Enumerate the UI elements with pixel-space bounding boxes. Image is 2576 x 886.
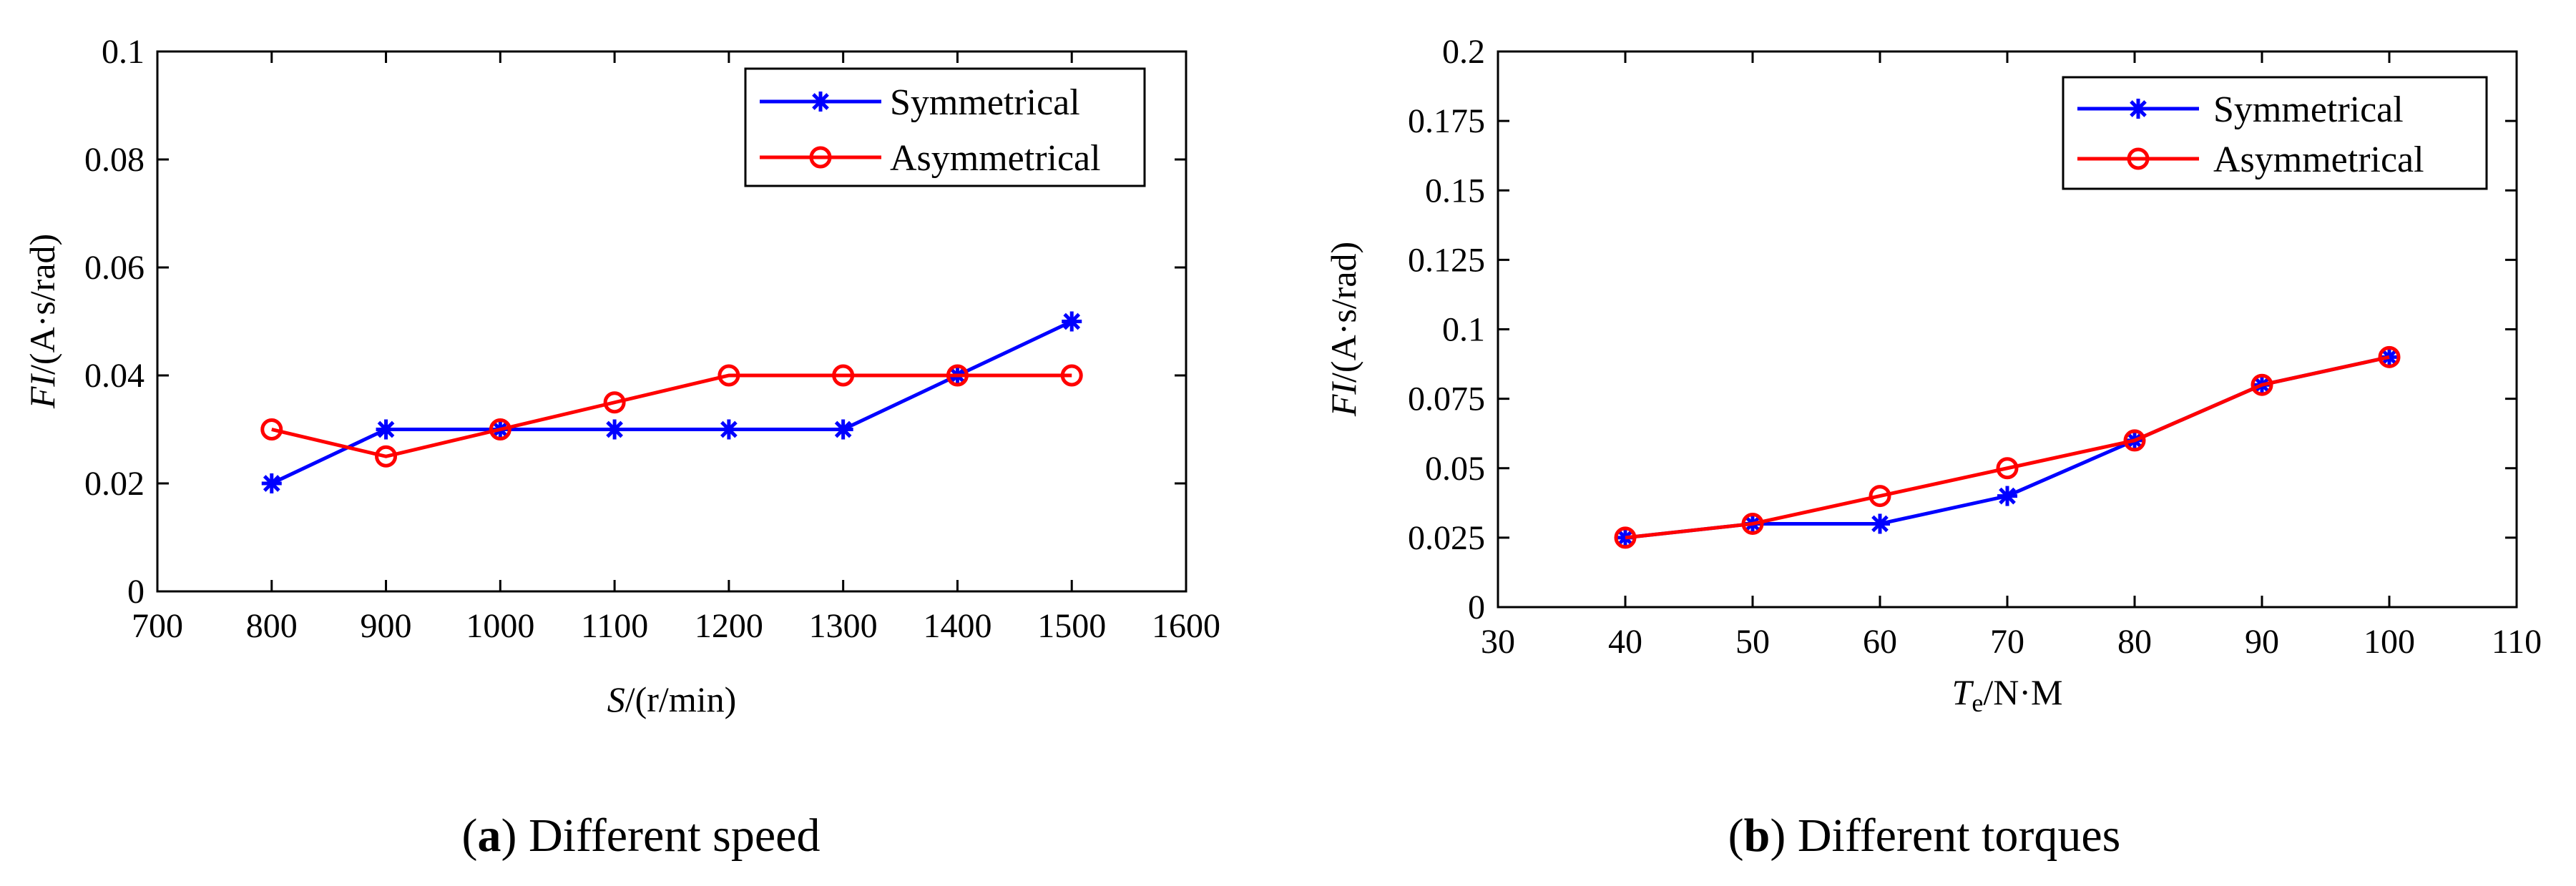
panel-b-data-point-asymmetrical bbox=[2378, 345, 2401, 368]
panel-b-legend-asymmetrical: Asymmetrical bbox=[2077, 139, 2424, 180]
panel-b-legend-marker-symmetrical bbox=[2128, 99, 2148, 119]
panel-a-legend-label-asymmetrical: Asymmetrical bbox=[890, 138, 1101, 179]
panel-b-legend-box bbox=[2062, 76, 2488, 190]
panel-a-legend: Symmetrical Asymmetrical bbox=[744, 67, 1146, 187]
panel-a-data-point-asymmetrical bbox=[832, 364, 855, 387]
panel-b-x-tick-label: 90 bbox=[2245, 623, 2279, 661]
panel-a-legend-marker-symmetrical bbox=[810, 92, 831, 112]
panel-a-series-line-symmetrical bbox=[270, 320, 1073, 486]
panel-a-data-point-symmetrical bbox=[1062, 311, 1082, 332]
panel-b-y-tick-label: 0.05 bbox=[1425, 450, 1485, 488]
panel-a-data-point-asymmetrical bbox=[260, 418, 283, 440]
panel-a-legend-asymmetrical: Asymmetrical bbox=[760, 138, 1101, 179]
panel-a-legend-box bbox=[744, 67, 1146, 187]
panel-b-y-tick-label: 0.2 bbox=[1442, 33, 1485, 71]
panel-a-x-tick-label: 1500 bbox=[1037, 607, 1106, 645]
panel-a-legend-marker-shape bbox=[809, 146, 832, 169]
panel-a-data-point-asymmetrical bbox=[946, 364, 969, 387]
panel-a-x-tick-label: 800 bbox=[246, 607, 298, 645]
panel-a-data-point-asymmetrical bbox=[603, 391, 626, 414]
panel-b-legend-marker-shape bbox=[2127, 147, 2150, 170]
panel-b-data-point-asymmetrical bbox=[1996, 457, 2019, 480]
panel-a-data-point-symmetrical bbox=[718, 419, 739, 440]
panel-b-legend-label-symmetrical: Symmetrical bbox=[2213, 89, 2404, 130]
panel-a-data-point-asymmetrical bbox=[375, 445, 398, 468]
panel-b-data-point-symmetrical bbox=[1997, 486, 2017, 506]
panel-b-series-line-symmetrical bbox=[1625, 355, 2390, 540]
panel-b-x-tick-label: 80 bbox=[2117, 623, 2152, 661]
panel-b-y-tick-label: 0.125 bbox=[1408, 241, 1485, 279]
panel-b-legend-marker-shape bbox=[2128, 99, 2148, 119]
panel-a-x-tick-label: 1100 bbox=[581, 607, 648, 645]
panel-a-x-tick-label: 1400 bbox=[923, 607, 991, 645]
panel-a-data-point-asymmetrical bbox=[489, 418, 511, 440]
panel-b-legend-marker-asymmetrical bbox=[2127, 147, 2150, 170]
panel-a-data-point-symmetrical bbox=[604, 419, 625, 440]
panel-b-legend-label-asymmetrical: Asymmetrical bbox=[2213, 139, 2424, 180]
panel-b-x-tick-label: 70 bbox=[1990, 623, 2024, 661]
panel-a-x-tick-label: 700 bbox=[132, 607, 183, 645]
panel-b-x-tick-label: 110 bbox=[2492, 623, 2542, 661]
panel-a-y-tick-label: 0.02 bbox=[84, 465, 145, 503]
panel-b-y-tick-label: 0.075 bbox=[1408, 380, 1485, 418]
panel-a-y-tick-label: 0.08 bbox=[84, 141, 145, 179]
panel-b-caption: (b) Different torques bbox=[1728, 809, 2121, 862]
panel-b-x-tick-label: 30 bbox=[1481, 623, 1515, 661]
panel-a-legend-symmetrical: Symmetrical bbox=[760, 82, 1080, 123]
panel-b-y-tick-label: 0 bbox=[1468, 589, 1485, 626]
panel-b-data-point-asymmetrical bbox=[1614, 526, 1637, 549]
panel-a-data-point-asymmetrical bbox=[718, 364, 740, 387]
panel-a-legend-label-symmetrical: Symmetrical bbox=[890, 82, 1080, 123]
panel-b-data-point-asymmetrical bbox=[2123, 429, 2146, 452]
panel-a-y-tick-label: 0.1 bbox=[102, 33, 145, 71]
panel-b-legend: Symmetrical Asymmetrical bbox=[2062, 76, 2488, 190]
panel-a-data-point-symmetrical bbox=[261, 473, 282, 493]
panel-a-data-point-symmetrical bbox=[376, 419, 396, 440]
panel-b-x-axis-label: Te/N·M bbox=[1952, 672, 2063, 717]
panel-a-data-point-asymmetrical bbox=[1060, 364, 1083, 387]
panel-a-legend-marker-shape bbox=[810, 92, 831, 112]
panel-b-x-tick-label: 100 bbox=[2364, 623, 2415, 661]
panel-a-y-tick-label: 0.06 bbox=[84, 249, 145, 287]
panel-a-y-tick-label: 0.04 bbox=[84, 357, 145, 395]
panel-a-plot-frame bbox=[156, 50, 1187, 593]
panel-b-y-tick-label: 0.15 bbox=[1425, 172, 1485, 210]
panel-b-y-axis-label: FI/(A·s/rad) bbox=[1323, 242, 1363, 417]
panel-a-caption: (a) Different speed bbox=[462, 809, 821, 862]
panel-b-x-tick-label: 50 bbox=[1735, 623, 1770, 661]
panel-b-data-point-asymmetrical bbox=[1741, 512, 1764, 535]
panel-a-y-axis-label: FI/(A·s/rad) bbox=[22, 234, 62, 409]
panel-b-y-tick-label: 0.025 bbox=[1408, 519, 1485, 557]
panel-b-data-point-asymmetrical bbox=[2251, 373, 2273, 396]
panel-b-data-point-asymmetrical bbox=[1869, 485, 1891, 508]
panel-b-series-line-asymmetrical bbox=[1625, 355, 2390, 540]
panel-b-data-point-symmetrical bbox=[1870, 513, 1890, 534]
panel-b-y-tick-label: 0.1 bbox=[1442, 311, 1485, 349]
panel-a-x-tick-label: 1000 bbox=[466, 607, 534, 645]
panel-a-chart: 0 0.02 0.04 0.06 0.08 0.1 700 800 900 1000 1100 12… bbox=[22, 33, 1220, 862]
panel-b-x-tick-label: 60 bbox=[1863, 623, 1897, 661]
panel-a-x-tick-label: 1200 bbox=[695, 607, 763, 645]
panel-b-chart: 0 0.025 0.05 0.075 0.1 0.125 0.15 0.175 0.2 30 40… bbox=[1323, 33, 2542, 862]
panel-a-x-tick-label: 1600 bbox=[1152, 607, 1220, 645]
panel-a-x-axis-label: S/(r/min) bbox=[607, 679, 737, 719]
panel-b-y-tick-label: 0.175 bbox=[1408, 102, 1485, 140]
panel-a-y-tick-label: 0 bbox=[127, 573, 145, 611]
panel-a-series-line-asymmetrical bbox=[271, 373, 1072, 458]
panel-a-x-tick-label: 900 bbox=[361, 607, 412, 645]
panel-b-x-tick-label: 40 bbox=[1608, 623, 1642, 661]
panel-a-legend-marker-asymmetrical bbox=[809, 146, 832, 169]
panel-a-x-tick-label: 1300 bbox=[809, 607, 878, 645]
panel-a-data-point-symmetrical bbox=[833, 419, 853, 440]
panel-b-legend-symmetrical: Symmetrical bbox=[2077, 89, 2404, 130]
